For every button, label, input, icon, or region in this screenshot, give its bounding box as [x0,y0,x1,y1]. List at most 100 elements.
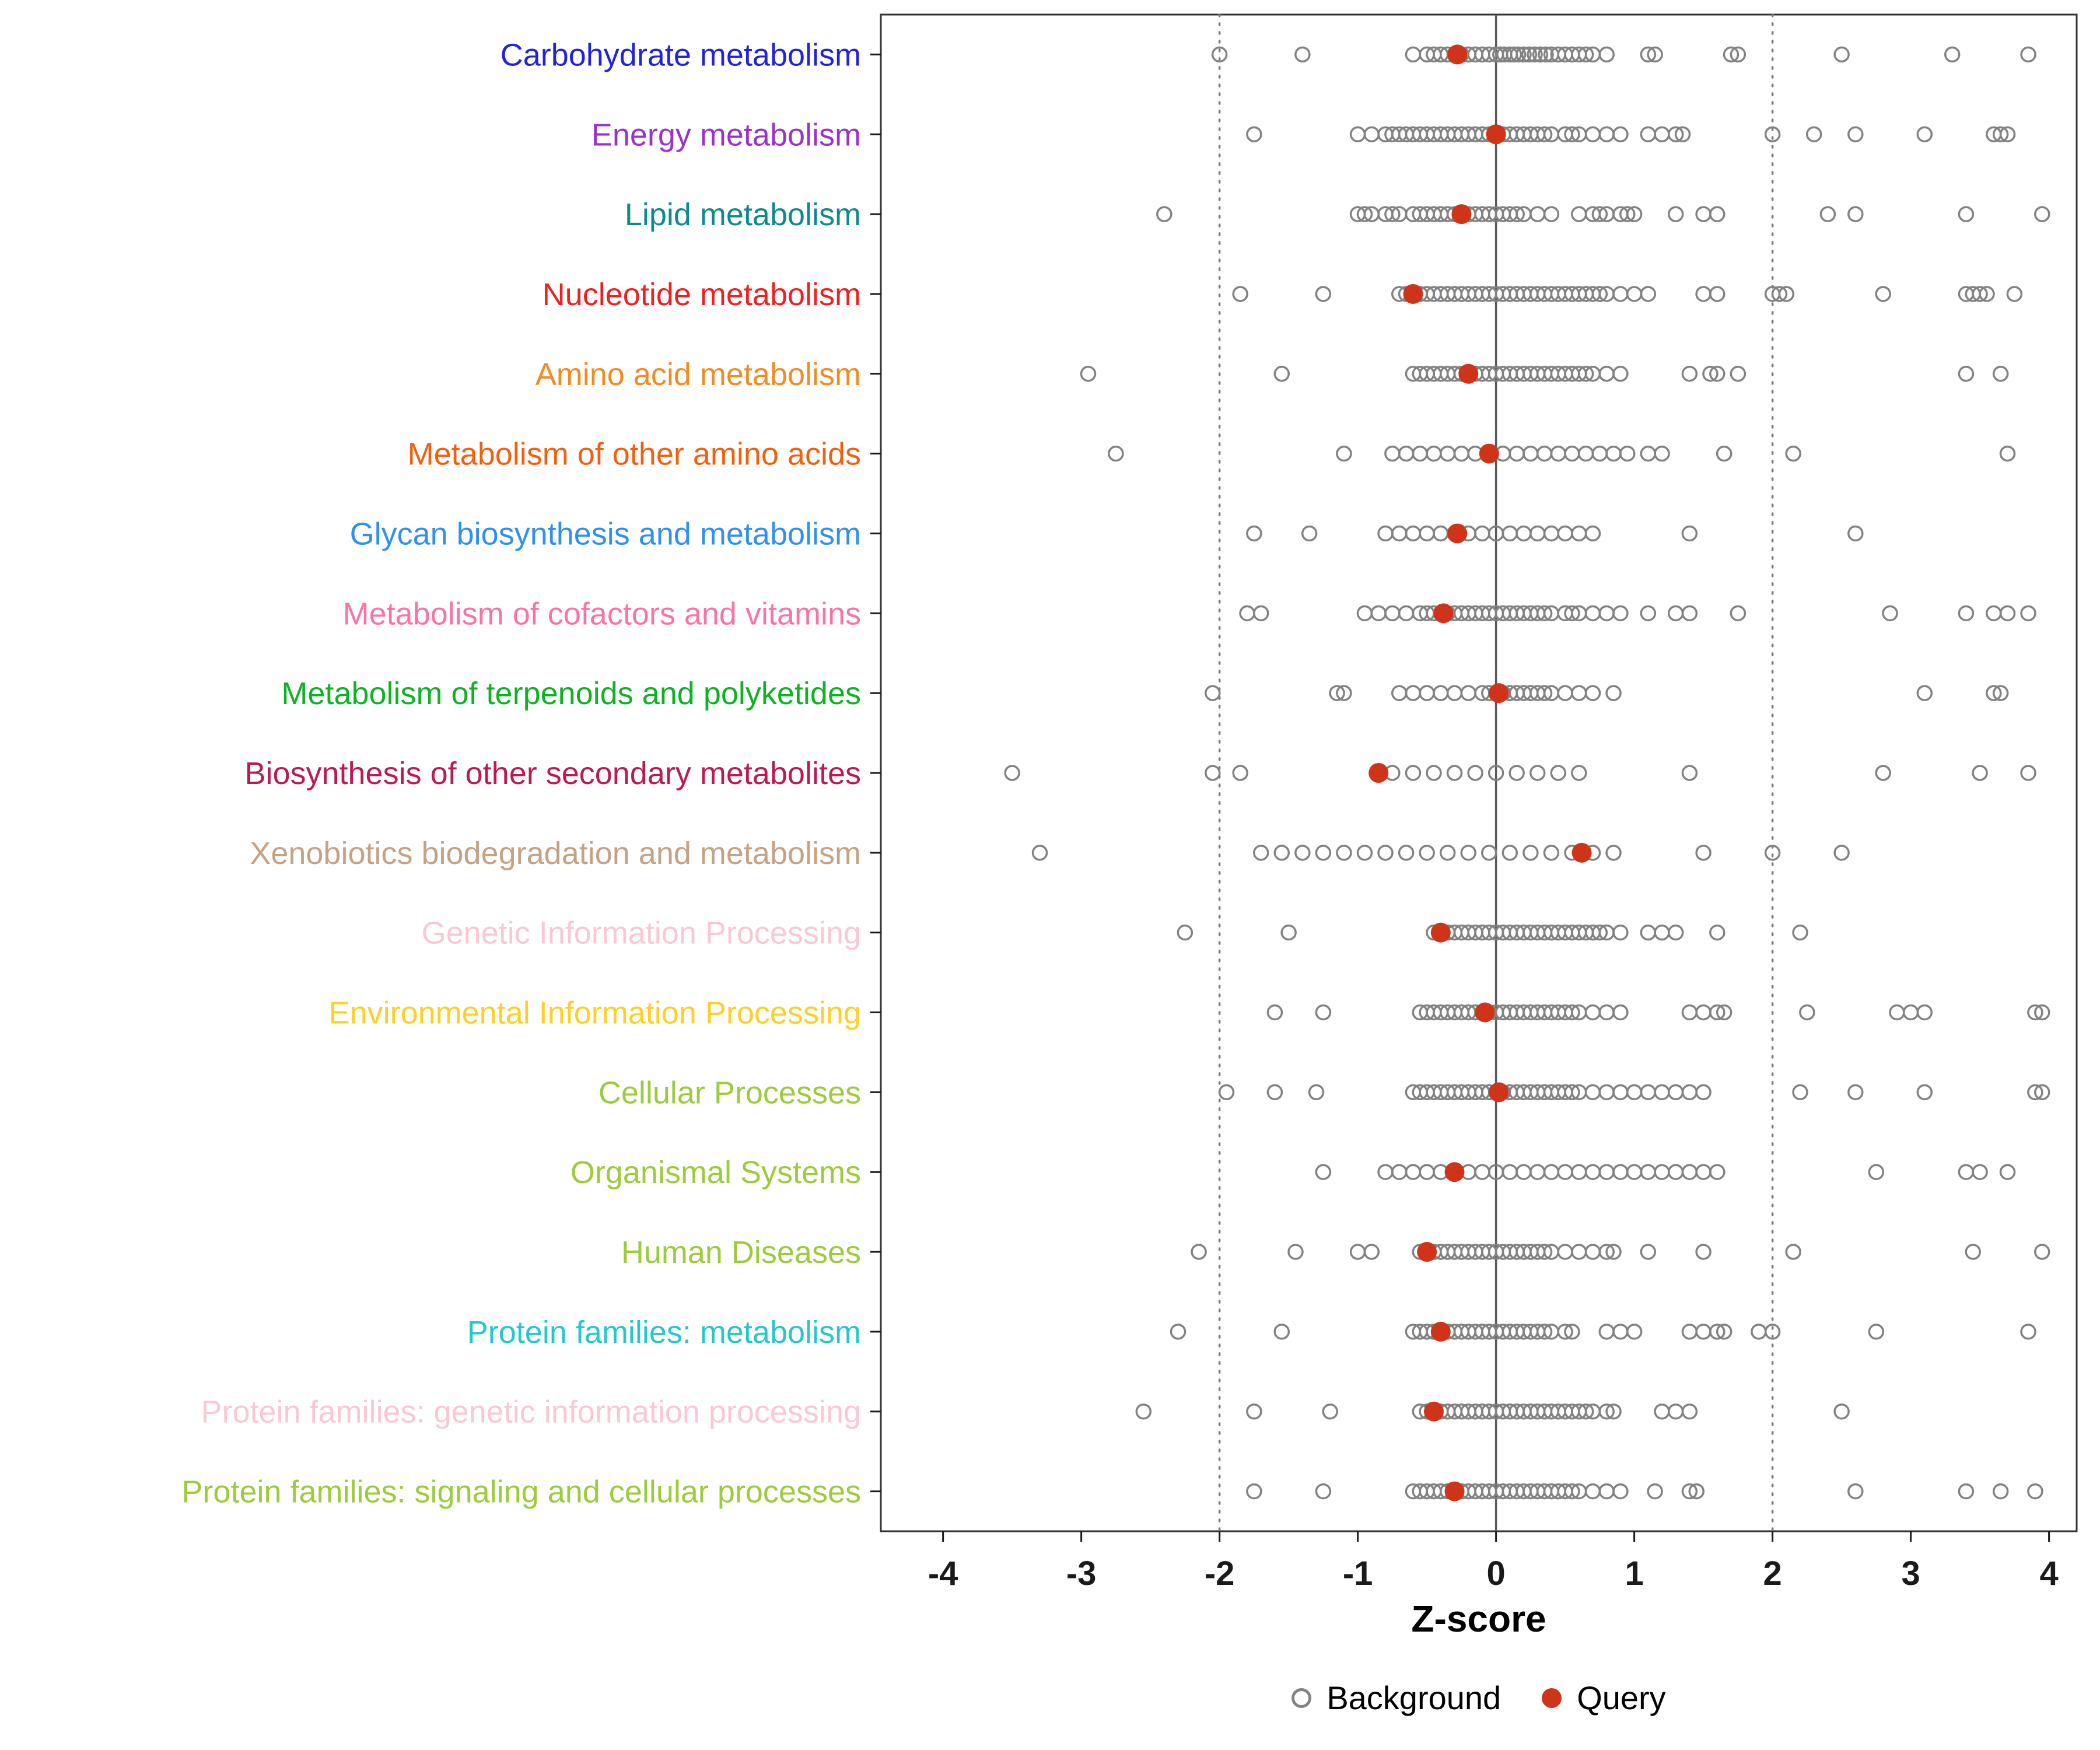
background-point [1654,445,1670,462]
background-point [1612,1483,1629,1500]
category-label: Metabolism of terpenoids and polyketides [281,676,861,711]
background-point [1246,126,1262,143]
category-label: Metabolism of other amino acids [408,437,861,472]
background-point [2034,1004,2050,1021]
background-point [1294,845,1311,861]
query-point-icon [1542,1688,1562,1708]
background-point [1605,1244,1622,1260]
background-point [1612,605,1629,622]
background-point [1564,1324,1580,1340]
background-point [1709,206,1726,222]
background-point [1716,1324,1732,1340]
background-point [1972,765,1988,781]
background-point [1875,765,1891,781]
background-point [1577,366,1594,382]
background-point [1315,1483,1332,1500]
background-point [1992,685,2009,701]
background-point [1992,126,2009,143]
category-label: Carbohydrate metabolism [501,37,861,72]
x-tick-label: 1 [1625,1555,1643,1592]
category-label: Protein families: signaling and cellular… [181,1475,861,1510]
background-point [1527,46,1543,63]
category-label: Lipid metabolism [625,197,861,232]
query-point [1572,842,1592,863]
background-point [1999,126,2016,143]
background-point [1191,1244,1207,1260]
background-point [1557,1324,1573,1340]
background-point [1564,1084,1580,1101]
x-tick-label: -2 [1205,1555,1235,1592]
background-point [1301,525,1318,542]
background-point [1709,1324,1726,1340]
category-label: Nucleotide metabolism [542,277,861,312]
background-point [2020,1324,2036,1340]
background-point [1536,126,1553,143]
background-point [1439,845,1456,861]
x-tick-label: -1 [1343,1555,1373,1592]
background-point [1612,924,1629,941]
background-point [1702,366,1718,382]
category-label: Glycan biosynthesis and metabolism [350,516,861,551]
background-point [1958,605,1975,622]
background-point [1550,765,1567,781]
background-point [1419,845,1435,861]
background-point [2027,1483,2043,1500]
background-point [1619,445,1636,462]
category-label: Xenobiotics biodegradation and metabolis… [250,836,861,871]
background-point [1681,765,1698,781]
query-point [1430,922,1451,943]
background-point [1958,366,1975,382]
query-point [1444,1162,1465,1182]
background-point [1508,206,1525,222]
background-point [1764,1324,1781,1340]
background-point [1730,605,1746,622]
background-point [1986,685,2002,701]
background-point [1543,206,1560,222]
query-point [1489,1082,1509,1102]
query-point [1458,363,1479,384]
background-point [1329,685,1345,701]
background-point [1294,46,1311,63]
background-point [1819,206,1836,222]
background-point [1688,1483,1705,1500]
background-point [1543,845,1560,861]
background-point [1647,1483,1663,1500]
background-point [1584,685,1601,701]
background-point [1536,685,1553,701]
background-point [1564,1004,1580,1021]
background-point [1785,445,1801,462]
background-point [1792,924,1808,941]
background-point [1695,1084,1712,1101]
background-point [1266,1084,1283,1101]
background-point [1868,1324,1885,1340]
background-point [1426,765,1442,781]
category-label: Protein families: metabolism [467,1315,861,1350]
background-point [1170,1324,1186,1340]
background-point [1232,286,1248,302]
category-label: Human Diseases [621,1235,861,1270]
x-tick-label: 2 [1763,1555,1782,1592]
background-point [1916,685,1933,701]
background-point [1564,126,1580,143]
background-point [1944,46,1961,63]
query-point [1430,1321,1451,1342]
background-point [1999,445,2016,462]
background-point [1336,445,1352,462]
background-point [1847,1483,1864,1500]
background-point [1536,1324,1553,1340]
category-label: Amino acid metabolism [536,357,861,392]
background-point [1156,206,1172,222]
background-point [1792,1084,1808,1101]
background-point [1446,765,1463,781]
category-label: Metabolism of cofactors and vitamins [343,596,861,631]
background-point [1584,525,1601,542]
background-point [1287,1244,1304,1260]
category-label: Organismal Systems [570,1155,861,1190]
background-point [1979,286,1995,302]
background-point [1605,845,1622,861]
background-point [1681,1403,1698,1420]
query-point [1447,44,1468,65]
background-point [1605,685,1622,701]
background-point [1626,1324,1643,1340]
